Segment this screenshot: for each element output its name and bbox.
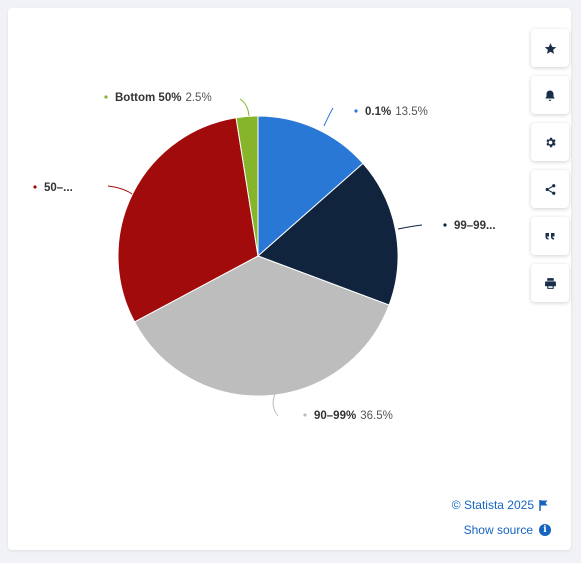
print-button[interactable] — [531, 264, 569, 302]
slice-label: 99–99... — [454, 220, 496, 232]
star-icon — [544, 42, 556, 54]
pie-slice[interactable] — [133, 255, 390, 397]
connector-line — [272, 393, 279, 417]
quote-icon — [545, 233, 555, 240]
legend-dot — [303, 413, 307, 417]
bell-icon — [545, 90, 555, 101]
connector-line — [323, 107, 334, 127]
settings-button[interactable] — [531, 123, 569, 161]
share-icon — [545, 183, 555, 195]
pie-slice[interactable] — [117, 117, 259, 323]
chart-toolbar — [531, 29, 569, 311]
connector-line — [107, 185, 133, 195]
show-source-label: Show source — [463, 523, 533, 537]
favorite-button[interactable] — [531, 29, 569, 67]
legend-dot — [104, 95, 108, 99]
copyright-text: © Statista 2025 — [451, 498, 534, 512]
pie-slice[interactable] — [257, 162, 399, 306]
slice-label: 90–99% 36.5% — [314, 410, 393, 422]
slice-label: 50–... — [44, 182, 73, 194]
pie-slice[interactable] — [257, 115, 364, 258]
copyright-credit[interactable]: © Statista 2025 — [452, 498, 549, 512]
connector-line — [397, 224, 423, 230]
legend-dot — [33, 185, 37, 189]
print-icon — [544, 277, 556, 289]
pie-slice[interactable] — [235, 115, 259, 257]
show-source-link[interactable]: Show source i — [464, 523, 551, 537]
pie-chart: 0.1% 13.5% 99–99... 90–99% 36.5% 50–... Bottom… — [33, 92, 496, 422]
share-button[interactable] — [531, 170, 569, 208]
notification-button[interactable] — [531, 76, 569, 114]
connector-line — [239, 98, 250, 117]
slice-label: Bottom 50% 2.5% — [115, 92, 212, 104]
flag-icon — [539, 499, 548, 511]
legend-dot — [443, 223, 447, 227]
chart-card: 0.1% 13.5% 99–99... 90–99% 36.5% 50–... Bottom… — [8, 8, 571, 550]
info-icon: i — [539, 524, 551, 536]
legend-dot — [354, 109, 358, 113]
gear-icon — [545, 137, 556, 147]
slice-label: 0.1% 13.5% — [365, 106, 428, 118]
cite-button[interactable] — [531, 217, 569, 255]
